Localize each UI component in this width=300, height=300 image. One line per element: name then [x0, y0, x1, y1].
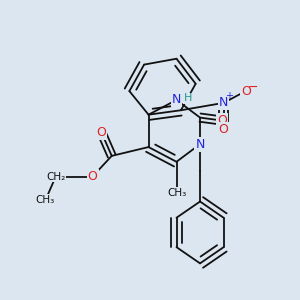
Text: O: O — [217, 114, 227, 127]
Text: O: O — [241, 85, 250, 98]
Text: CH₃: CH₃ — [36, 195, 55, 205]
Text: H: H — [184, 94, 192, 103]
Text: O: O — [88, 170, 98, 183]
Text: N: N — [219, 96, 228, 110]
Text: N: N — [172, 93, 181, 106]
Text: O: O — [219, 123, 229, 136]
Text: +: + — [226, 91, 233, 100]
Text: CH₃: CH₃ — [167, 188, 186, 198]
Text: O: O — [97, 126, 106, 139]
Text: CH₂: CH₂ — [46, 172, 65, 182]
Text: −: − — [248, 81, 258, 94]
Text: N: N — [195, 138, 205, 151]
